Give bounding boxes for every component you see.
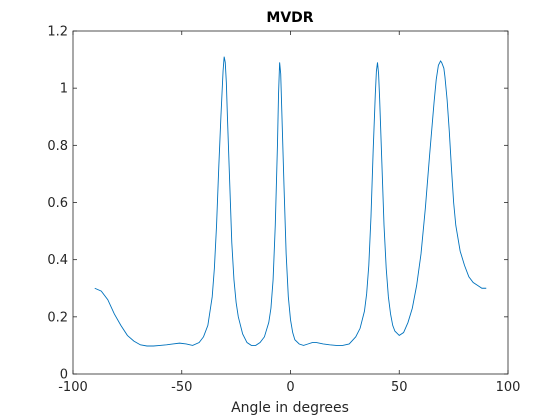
y-tick-label: 1 — [60, 82, 68, 97]
labels-layer: -100 -50 0 50 100 0 0.2 0.4 0.6 0.8 1 1.2 — [47, 25, 520, 396]
plot-box — [72, 30, 509, 375]
x-tick-label: 0 — [286, 380, 294, 395]
series-line-0 — [94, 56, 487, 347]
x-axis-label: Angle in degrees — [231, 400, 349, 416]
x-tick-label: 100 — [496, 380, 521, 395]
chart-title: MVDR — [266, 10, 313, 26]
y-tick-label: 0.2 — [47, 310, 68, 325]
plot-area — [73, 31, 508, 374]
y-tick-label: 0.6 — [47, 196, 68, 211]
x-tick-label: -100 — [58, 380, 88, 395]
y-tick-label: 0 — [60, 368, 68, 383]
y-tick-label: 0.4 — [47, 253, 68, 268]
y-tick-label: 0.8 — [47, 139, 68, 154]
series-layer — [94, 56, 487, 347]
y-tick-label: 1.2 — [47, 25, 68, 40]
x-tick-label: -50 — [171, 380, 192, 395]
x-tick-label: 50 — [391, 380, 408, 395]
